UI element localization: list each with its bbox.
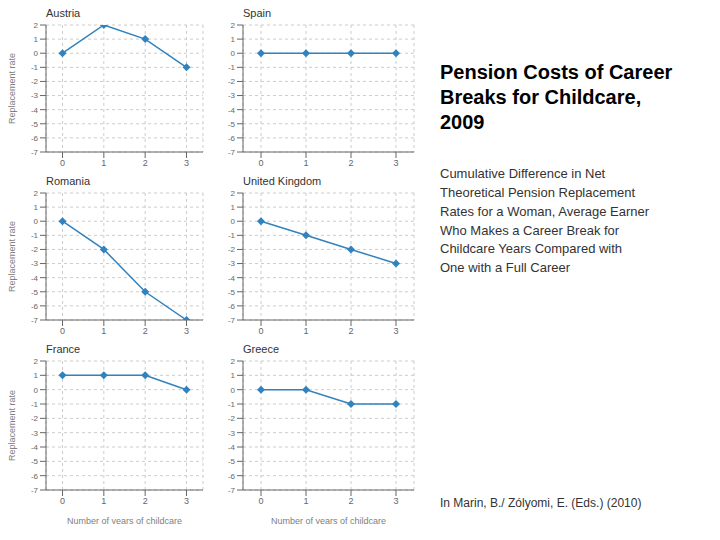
svg-text:0: 0 [231,386,236,395]
svg-text:-2: -2 [31,414,39,423]
svg-text:1: 1 [34,371,39,380]
svg-text:-7: -7 [228,148,236,157]
svg-text:-5: -5 [31,288,39,297]
svg-text:1: 1 [34,203,39,212]
svg-text:1: 1 [101,326,106,336]
svg-text:2: 2 [34,189,39,198]
svg-text:2: 2 [231,21,236,30]
svg-text:0: 0 [258,496,263,506]
svg-text:3: 3 [184,496,189,506]
svg-text:-1: -1 [31,400,39,409]
svg-text:Number of years of childcare: Number of years of childcare [271,516,386,524]
svg-text:1: 1 [231,35,236,44]
svg-text:-1: -1 [31,63,39,72]
svg-text:-6: -6 [228,302,236,311]
svg-text:3: 3 [393,158,398,168]
svg-text:2: 2 [348,158,353,168]
svg-text:Number of years of childcare: Number of years of childcare [67,516,182,524]
html-text:Greece: Greece [243,343,280,355]
svg-text:0: 0 [60,496,65,506]
svg-text:-6: -6 [228,472,236,481]
svg-text:2: 2 [143,158,148,168]
svg-text:Replacement rate: Replacement rate [8,390,17,461]
svg-text:2: 2 [348,496,353,506]
svg-text:1: 1 [34,35,39,44]
svg-text:Replacement rate: Replacement rate [8,221,17,292]
svg-text:-3: -3 [228,91,236,100]
svg-text:1: 1 [303,326,308,336]
svg-text:2: 2 [34,21,39,30]
svg-text:-3: -3 [228,259,236,268]
svg-text:2: 2 [348,326,353,336]
svg-text:-7: -7 [228,316,236,325]
svg-text:2: 2 [231,189,236,198]
svg-text:-4: -4 [31,274,39,283]
svg-text:-7: -7 [31,148,39,157]
html-text:Cumulative Difference in Net T: Cumulative Difference in Net Theoretical… [440,166,650,276]
svg-text:-3: -3 [31,429,39,438]
svg-text:3: 3 [184,158,189,168]
svg-text:-6: -6 [31,134,39,143]
html-text:Austria: Austria [46,7,81,19]
svg-text:-3: -3 [228,429,236,438]
svg-text:-3: -3 [31,91,39,100]
html-text:United Kingdom: United Kingdom [243,175,322,187]
svg-text:-1: -1 [228,63,236,72]
svg-text:0: 0 [231,49,236,58]
svg-text:-4: -4 [31,106,39,115]
svg-text:2: 2 [34,357,39,366]
svg-text:-7: -7 [228,486,236,495]
svg-text:-4: -4 [228,106,236,115]
svg-text:-3: -3 [31,259,39,268]
svg-text:1: 1 [231,203,236,212]
svg-text:0: 0 [60,326,65,336]
svg-text:-1: -1 [228,231,236,240]
svg-text:-2: -2 [31,77,39,86]
svg-text:0: 0 [34,217,39,226]
svg-text:-4: -4 [31,443,39,452]
svg-text:0: 0 [231,217,236,226]
svg-text:Replacement rate: Replacement rate [8,53,17,124]
svg-text:-1: -1 [31,231,39,240]
svg-text:-2: -2 [228,414,236,423]
svg-text:2: 2 [143,326,148,336]
svg-text:0: 0 [258,326,263,336]
svg-text:-5: -5 [228,120,236,129]
svg-text:1: 1 [303,158,308,168]
html-text:Spain: Spain [243,7,272,19]
svg-text:-7: -7 [31,316,39,325]
svg-text:-6: -6 [228,134,236,143]
html-text:France: France [46,343,81,355]
svg-text:0: 0 [34,386,39,395]
svg-text:-5: -5 [31,120,39,129]
svg-text:-4: -4 [228,274,236,283]
svg-text:-2: -2 [31,245,39,254]
svg-text:0: 0 [258,158,263,168]
svg-text:0: 0 [34,49,39,58]
svg-text:-1: -1 [228,400,236,409]
svg-text:3: 3 [393,496,398,506]
svg-text:-2: -2 [228,77,236,86]
svg-text:-5: -5 [31,457,39,466]
svg-text:1: 1 [231,371,236,380]
html-text:Pension Costs of Career Breaks: Pension Costs of Career Breaks for Child… [440,61,673,133]
svg-text:2: 2 [231,357,236,366]
svg-text:-5: -5 [228,457,236,466]
svg-text:2: 2 [143,496,148,506]
svg-text:3: 3 [184,326,189,336]
svg-text:-6: -6 [31,472,39,481]
svg-text:-6: -6 [31,302,39,311]
svg-text:-7: -7 [31,486,39,495]
html-text:In Marin, B./ Zólyomi, E. (Eds: In Marin, B./ Zólyomi, E. (Eds.) (2010) [440,496,642,510]
svg-text:0: 0 [60,158,65,168]
svg-text:-2: -2 [228,245,236,254]
html-text:Romania: Romania [46,175,90,187]
svg-text:3: 3 [393,326,398,336]
svg-text:1: 1 [101,496,106,506]
svg-text:1: 1 [303,496,308,506]
svg-text:-4: -4 [228,443,236,452]
svg-text:-5: -5 [228,288,236,297]
svg-text:1: 1 [101,158,106,168]
